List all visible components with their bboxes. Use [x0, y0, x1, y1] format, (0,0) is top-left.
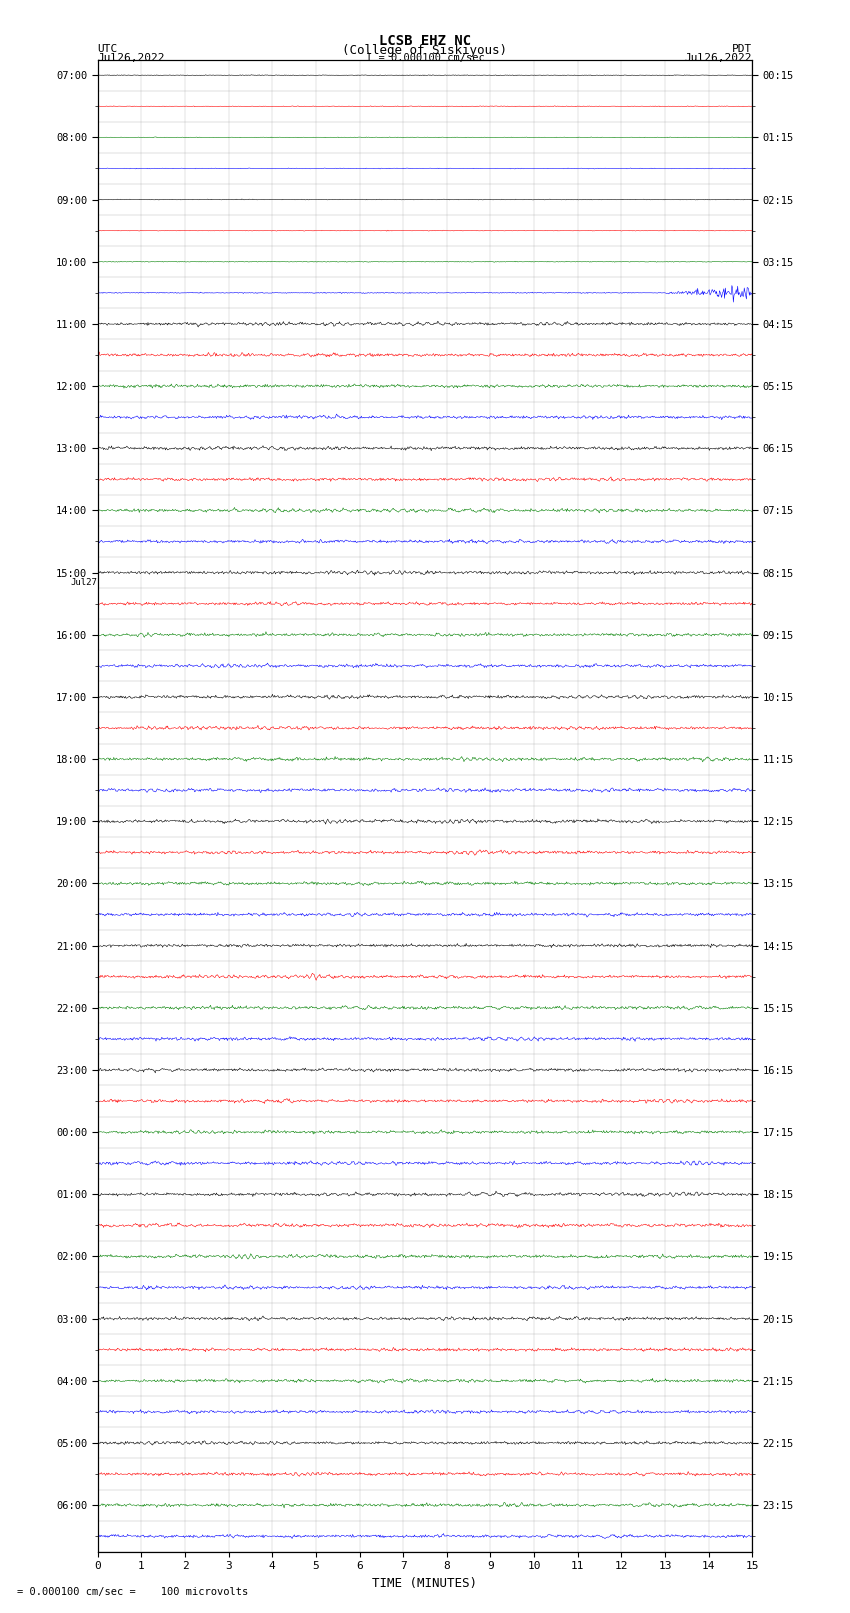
Text: Jul27: Jul27	[71, 577, 98, 587]
Text: Jul26,2022: Jul26,2022	[685, 53, 752, 63]
Text: I = 0.000100 cm/sec: I = 0.000100 cm/sec	[366, 53, 484, 63]
Text: LCSB EHZ NC: LCSB EHZ NC	[379, 34, 471, 48]
X-axis label: TIME (MINUTES): TIME (MINUTES)	[372, 1578, 478, 1590]
Text: = 0.000100 cm/sec =    100 microvolts: = 0.000100 cm/sec = 100 microvolts	[17, 1587, 248, 1597]
Text: (College of Siskiyous): (College of Siskiyous)	[343, 44, 507, 56]
Text: PDT: PDT	[732, 44, 752, 53]
Text: UTC: UTC	[98, 44, 118, 53]
Text: Jul26,2022: Jul26,2022	[98, 53, 165, 63]
